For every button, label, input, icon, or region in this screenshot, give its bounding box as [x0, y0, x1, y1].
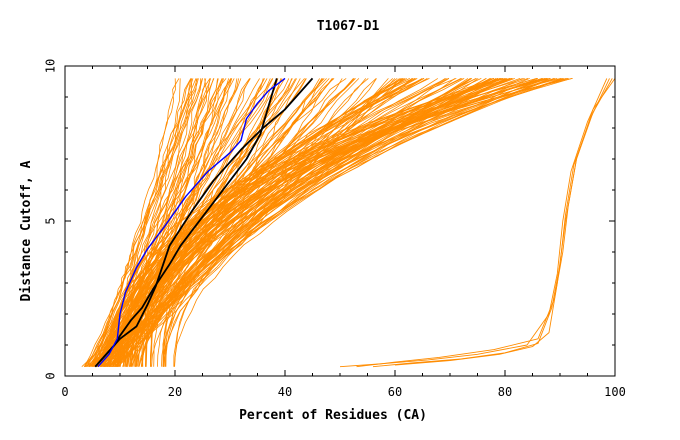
model-curve: [173, 78, 545, 367]
x-tick-label: 40: [278, 385, 292, 399]
model-curve: [83, 78, 198, 367]
x-tick-label: 0: [61, 385, 68, 399]
chart-title: T1067-D1: [317, 19, 380, 34]
model-curve: [162, 78, 548, 367]
y-tick-label: 0: [44, 372, 58, 379]
y-tick-label: 5: [44, 217, 58, 224]
x-tick-label: 60: [388, 385, 402, 399]
model-curve: [123, 78, 538, 367]
y-tick-label: 10: [44, 59, 58, 73]
series-layer: [81, 77, 616, 368]
model-curve: [149, 78, 543, 367]
model-curve: [96, 78, 334, 368]
model-curve: [142, 78, 561, 367]
model-curve: [135, 78, 504, 367]
x-axis-label: Percent of Residues (CA): [239, 408, 427, 423]
model-curve: [108, 78, 538, 367]
y-axis-label: Distance Cutoff, A: [19, 160, 34, 301]
model-curve: [131, 78, 564, 367]
model-curve: [130, 78, 506, 367]
model-curve: [96, 78, 223, 367]
model-curve: [162, 78, 539, 367]
model-curve: [165, 78, 494, 367]
reference-curve-blue: [97, 77, 286, 368]
x-tick-label: 80: [498, 385, 512, 399]
model-curve: [164, 78, 500, 367]
model-curve: [130, 78, 501, 367]
model-curve: [145, 78, 572, 367]
model-curve: [110, 78, 394, 367]
model-curve: [103, 78, 406, 367]
model-curve: [141, 78, 530, 367]
x-tick-label: 20: [168, 385, 182, 399]
model-curve-outlier: [339, 78, 608, 368]
model-curve: [96, 78, 194, 367]
model-curve: [153, 78, 503, 367]
model-curve: [126, 78, 569, 367]
model-curve-outlier: [394, 78, 616, 366]
model-curve: [88, 78, 180, 367]
model-curve: [84, 78, 193, 367]
tick-layer: 0 20 40 60 80 100 0 5 10: [44, 59, 626, 399]
reference-curve-black: [94, 77, 314, 368]
x-tick-label: 100: [604, 385, 626, 399]
model-curve: [150, 78, 506, 367]
